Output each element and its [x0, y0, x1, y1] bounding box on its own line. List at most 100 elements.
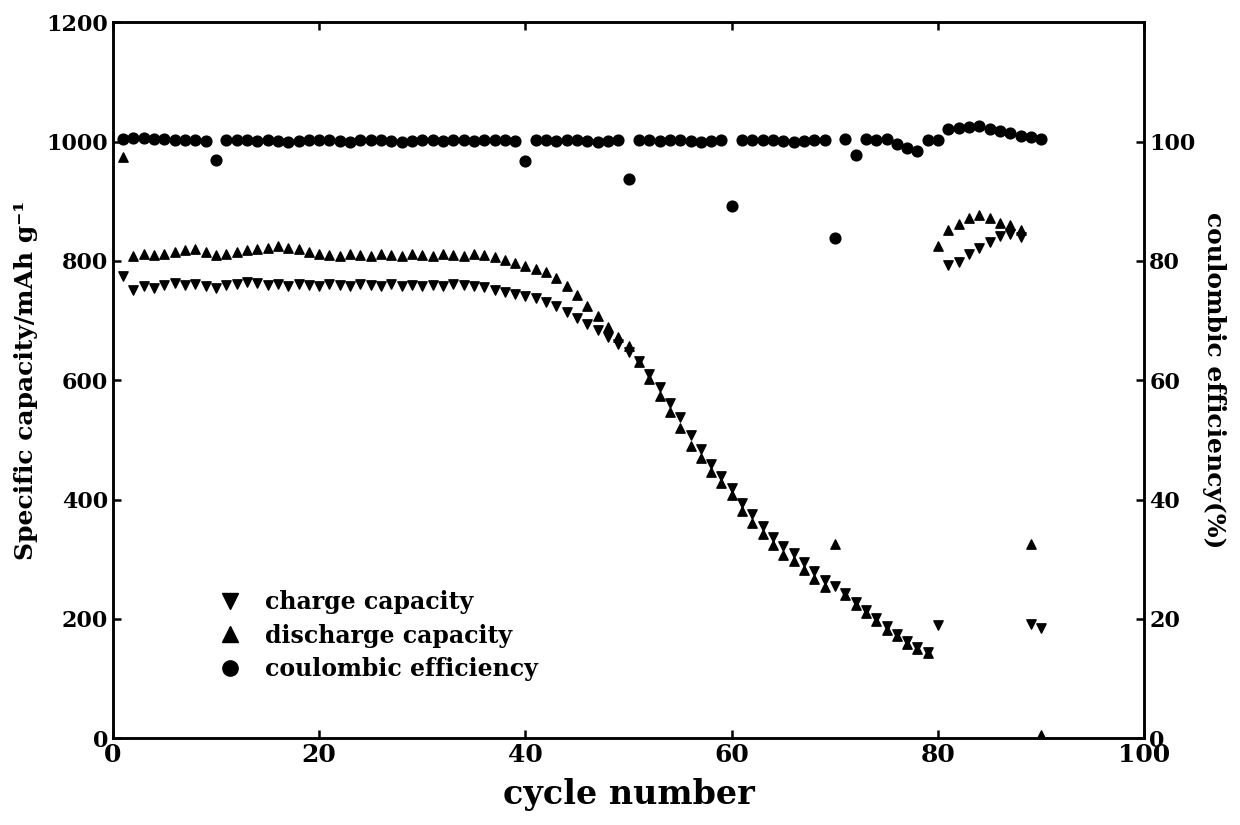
charge capacity: [753, 520, 773, 533]
charge capacity: [784, 547, 804, 560]
discharge capacity: [402, 248, 422, 261]
coulombic efficiency: [939, 123, 959, 136]
coulombic efficiency: [474, 134, 494, 147]
coulombic efficiency: [887, 138, 906, 151]
coulombic efficiency: [743, 134, 763, 147]
coulombic efficiency: [547, 134, 567, 148]
discharge capacity: [330, 250, 350, 263]
coulombic efficiency: [495, 134, 515, 147]
discharge capacity: [588, 309, 608, 323]
coulombic efficiency: [433, 134, 453, 148]
charge capacity: [371, 280, 391, 293]
coulombic efficiency: [949, 121, 968, 134]
charge capacity: [382, 277, 402, 290]
coulombic efficiency: [578, 134, 598, 148]
discharge capacity: [505, 256, 525, 269]
discharge capacity: [547, 271, 567, 285]
charge capacity: [763, 530, 782, 543]
coulombic efficiency: [155, 133, 175, 146]
charge capacity: [567, 311, 587, 324]
discharge capacity: [392, 250, 412, 263]
coulombic efficiency: [340, 135, 360, 148]
coulombic efficiency: [371, 134, 391, 147]
charge capacity: [578, 317, 598, 330]
charge capacity: [908, 641, 928, 654]
charge capacity: [929, 618, 949, 631]
coulombic efficiency: [413, 134, 433, 147]
coulombic efficiency: [1032, 132, 1052, 145]
charge capacity: [794, 555, 813, 568]
discharge capacity: [340, 248, 360, 261]
discharge capacity: [258, 241, 278, 254]
charge capacity: [1011, 230, 1030, 243]
coulombic efficiency: [588, 135, 608, 148]
discharge capacity: [990, 216, 1009, 229]
charge capacity: [289, 277, 309, 290]
discharge capacity: [732, 505, 751, 518]
coulombic efficiency: [671, 134, 691, 147]
charge capacity: [309, 280, 329, 293]
charge capacity: [206, 281, 226, 295]
charge capacity: [433, 280, 453, 293]
charge capacity: [351, 277, 371, 290]
coulombic efficiency: [815, 134, 835, 147]
discharge capacity: [371, 248, 391, 261]
charge capacity: [237, 276, 257, 289]
charge capacity: [268, 277, 288, 290]
coulombic efficiency: [960, 120, 980, 134]
discharge capacity: [155, 248, 175, 261]
coulombic efficiency: [186, 134, 206, 147]
discharge capacity: [805, 573, 825, 586]
discharge capacity: [1011, 224, 1030, 237]
charge capacity: [1032, 621, 1052, 634]
discharge capacity: [165, 245, 185, 258]
discharge capacity: [743, 516, 763, 530]
coulombic efficiency: [691, 135, 711, 148]
charge capacity: [609, 338, 629, 351]
charge capacity: [939, 258, 959, 271]
coulombic efficiency: [660, 134, 680, 147]
coulombic efficiency: [351, 134, 371, 147]
discharge capacity: [629, 356, 649, 369]
coulombic efficiency: [237, 134, 257, 147]
charge capacity: [743, 508, 763, 521]
discharge capacity: [856, 606, 875, 620]
discharge capacity: [949, 218, 968, 231]
charge capacity: [629, 355, 649, 368]
Y-axis label: coulombic efficiency(%): coulombic efficiency(%): [1202, 212, 1226, 549]
discharge capacity: [867, 614, 887, 627]
charge capacity: [856, 603, 875, 616]
coulombic efficiency: [227, 134, 247, 147]
coulombic efficiency: [1021, 130, 1040, 144]
charge capacity: [846, 596, 866, 609]
discharge capacity: [433, 248, 453, 261]
coulombic efficiency: [526, 134, 546, 147]
discharge capacity: [495, 253, 515, 266]
coulombic efficiency: [640, 134, 660, 147]
coulombic efficiency: [289, 134, 309, 148]
coulombic efficiency: [320, 134, 340, 147]
coulombic efficiency: [970, 119, 990, 132]
coulombic efficiency: [382, 134, 402, 148]
discharge capacity: [794, 563, 813, 577]
discharge capacity: [681, 439, 701, 452]
discharge capacity: [485, 251, 505, 264]
discharge capacity: [526, 262, 546, 276]
discharge capacity: [227, 245, 247, 258]
coulombic efficiency: [609, 134, 629, 147]
coulombic efficiency: [598, 134, 618, 148]
Legend: charge capacity, discharge capacity, coulombic efficiency: charge capacity, discharge capacity, cou…: [197, 581, 548, 691]
coulombic efficiency: [330, 134, 350, 148]
charge capacity: [681, 428, 701, 441]
coulombic efficiency: [258, 134, 278, 147]
charge capacity: [650, 381, 670, 394]
coulombic efficiency: [825, 232, 844, 245]
discharge capacity: [960, 211, 980, 224]
discharge capacity: [774, 549, 794, 562]
charge capacity: [691, 442, 711, 455]
discharge capacity: [516, 259, 536, 272]
charge capacity: [227, 277, 247, 290]
discharge capacity: [908, 642, 928, 655]
coulombic efficiency: [567, 134, 587, 147]
charge capacity: [258, 278, 278, 291]
